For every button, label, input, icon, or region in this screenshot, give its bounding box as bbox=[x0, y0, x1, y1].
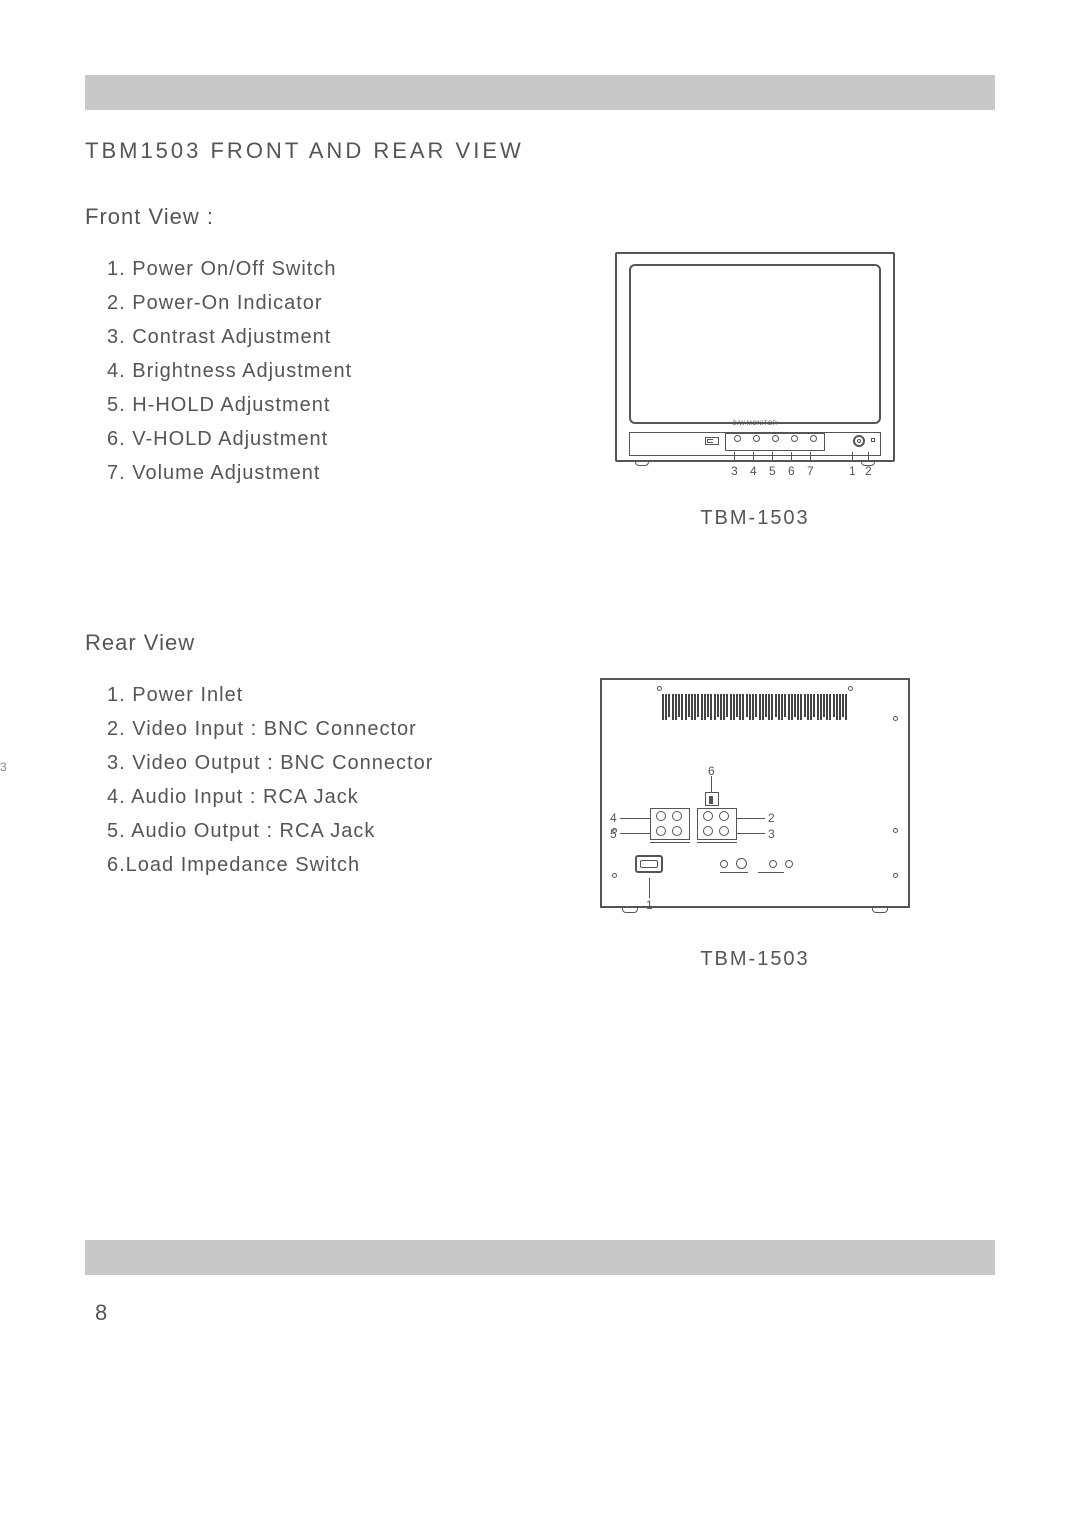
page-content: TBM1503 FRONT AND REAR VIEW Front View :… bbox=[0, 0, 1080, 971]
screw-icon bbox=[893, 716, 898, 721]
screw-icon bbox=[612, 873, 617, 878]
rear-diagram-col: 4 5 2 3 6 1 TBM-1503 bbox=[515, 678, 995, 971]
knob-icon bbox=[770, 435, 780, 445]
callout-label: 6 bbox=[788, 464, 795, 478]
list-item: 4. Brightness Adjustment bbox=[107, 354, 455, 388]
front-diagram-col: B/W MONITOR bbox=[515, 252, 995, 530]
main-title: TBM1503 FRONT AND REAR VIEW bbox=[85, 138, 995, 164]
callout-label: 5 bbox=[610, 827, 617, 841]
knob-icon bbox=[789, 435, 799, 445]
bnc-icon bbox=[656, 811, 666, 821]
callout-label: 6 bbox=[708, 764, 715, 778]
callout-label: 1 bbox=[646, 898, 653, 912]
list-item: 4. Audio Input : RCA Jack bbox=[107, 780, 455, 814]
bnc-icon bbox=[656, 826, 666, 836]
monitor-screen bbox=[629, 264, 881, 424]
port-icon bbox=[720, 860, 728, 868]
list-item: 6.Load Impedance Switch bbox=[107, 848, 455, 882]
leader-line bbox=[620, 818, 650, 819]
rear-row: 1. Power Inlet 2. Video Input : BNC Conn… bbox=[85, 678, 995, 971]
leader-line bbox=[737, 833, 765, 834]
list-item: 3. Video Output : BNC Connector bbox=[107, 746, 455, 780]
port-underline bbox=[758, 872, 784, 873]
power-led-icon bbox=[871, 438, 875, 442]
page-number: 8 bbox=[95, 1300, 107, 1326]
foot-icon bbox=[872, 906, 888, 913]
list-item: 5. H-HOLD Adjustment bbox=[107, 388, 455, 422]
rear-section: Rear View 1. Power Inlet 2. Video Input … bbox=[85, 630, 995, 971]
connector-underline bbox=[697, 842, 737, 843]
callout-label: 2 bbox=[768, 811, 775, 825]
foot-icon bbox=[622, 906, 638, 913]
callout-label: 3 bbox=[768, 827, 775, 841]
rear-list: 1. Power Inlet 2. Video Input : BNC Conn… bbox=[85, 678, 455, 882]
rear-caption: TBM-1503 bbox=[700, 948, 809, 971]
list-item: 3. Contrast Adjustment bbox=[107, 320, 455, 354]
callout-label: 4 bbox=[610, 811, 617, 825]
front-heading: Front View : bbox=[85, 204, 995, 230]
panel-badge-icon bbox=[705, 437, 719, 445]
rear-case: 4 5 2 3 6 1 bbox=[600, 678, 910, 908]
callout-label: 5 bbox=[769, 464, 776, 478]
leader-line bbox=[711, 776, 712, 792]
leader-line bbox=[737, 818, 765, 819]
list-item: 2. Power-On Indicator bbox=[107, 286, 455, 320]
rear-list-col: 1. Power Inlet 2. Video Input : BNC Conn… bbox=[85, 678, 455, 971]
port-icon bbox=[785, 860, 793, 868]
screw-icon bbox=[657, 686, 662, 691]
front-list-col: 1. Power On/Off Switch 2. Power-On Indic… bbox=[85, 252, 455, 530]
brand-label: B/W MONITOR bbox=[733, 421, 778, 427]
list-item: 2. Video Input : BNC Connector bbox=[107, 712, 455, 746]
bnc-icon bbox=[719, 811, 729, 821]
bnc-icon bbox=[672, 811, 682, 821]
misc-ports bbox=[720, 858, 793, 869]
port-icon bbox=[736, 858, 747, 869]
screw-icon bbox=[893, 873, 898, 878]
front-list: 1. Power On/Off Switch 2. Power-On Indic… bbox=[85, 252, 455, 490]
bnc-icon bbox=[719, 826, 729, 836]
front-monitor-diagram: B/W MONITOR bbox=[615, 252, 895, 487]
list-item: 1. Power On/Off Switch bbox=[107, 252, 455, 286]
list-item: 5. Audio Output : RCA Jack bbox=[107, 814, 455, 848]
connector-underline bbox=[650, 842, 690, 843]
callout-label: 1 bbox=[849, 464, 856, 478]
rear-heading: Rear View bbox=[85, 630, 995, 656]
power-inlet-icon bbox=[635, 855, 663, 873]
impedance-switch-icon bbox=[705, 792, 719, 806]
callout-label: 4 bbox=[750, 464, 757, 478]
header-bar bbox=[85, 75, 995, 110]
vent-grille-icon bbox=[662, 694, 848, 720]
monitor-case: B/W MONITOR bbox=[615, 252, 895, 462]
leader-line bbox=[649, 878, 650, 898]
bnc-icon bbox=[672, 826, 682, 836]
list-item: 6. V-HOLD Adjustment bbox=[107, 422, 455, 456]
leader-line bbox=[620, 833, 650, 834]
stray-margin-text: 3 bbox=[0, 760, 7, 774]
screw-icon bbox=[848, 686, 853, 691]
front-caption: TBM-1503 bbox=[700, 507, 809, 530]
knob-icon bbox=[808, 435, 818, 445]
callout-label: 3 bbox=[731, 464, 738, 478]
knob-icon bbox=[732, 435, 742, 445]
callout-label: 2 bbox=[865, 464, 872, 478]
port-underline bbox=[720, 872, 748, 873]
callout-label: 7 bbox=[807, 464, 814, 478]
knob-icon bbox=[751, 435, 761, 445]
list-item: 7. Volume Adjustment bbox=[107, 456, 455, 490]
footer-bar bbox=[85, 1240, 995, 1275]
list-item: 1. Power Inlet bbox=[107, 678, 455, 712]
screw-icon bbox=[893, 828, 898, 833]
front-callouts: 3 4 5 6 7 1 2 bbox=[615, 452, 895, 492]
port-icon bbox=[769, 860, 777, 868]
bnc-icon bbox=[703, 826, 713, 836]
rear-monitor-diagram: 4 5 2 3 6 1 bbox=[600, 678, 910, 928]
power-button-icon bbox=[853, 435, 865, 447]
bnc-icon bbox=[703, 811, 713, 821]
front-row: 1. Power On/Off Switch 2. Power-On Indic… bbox=[85, 252, 995, 530]
knob-row bbox=[732, 435, 818, 445]
